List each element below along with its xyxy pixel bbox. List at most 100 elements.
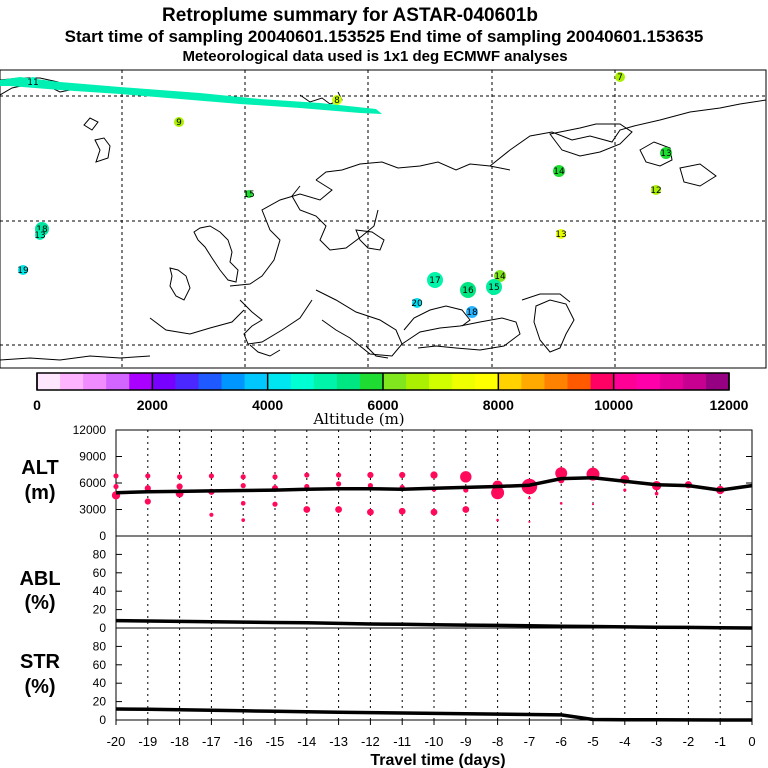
map-point-marker bbox=[332, 95, 342, 105]
map-point-label: 18 bbox=[466, 308, 478, 318]
colorbar-tick-label: 0 bbox=[33, 397, 41, 413]
colorbar-swatch bbox=[60, 373, 84, 390]
alt-cluster-circle bbox=[399, 471, 406, 479]
map-gridlines bbox=[0, 70, 766, 368]
alt-cluster-circle bbox=[208, 473, 214, 479]
colorbar-swatch bbox=[244, 373, 269, 390]
alt-cluster-circle bbox=[528, 496, 531, 500]
alt-cluster-circle bbox=[496, 518, 499, 522]
alt-cluster-circle bbox=[623, 488, 627, 492]
xtick-label: -15 bbox=[266, 734, 285, 749]
alt-cluster-circle bbox=[241, 518, 246, 522]
alt-cluster-circle bbox=[272, 474, 278, 480]
xtick-label: -11 bbox=[393, 734, 411, 749]
colorbar-swatch bbox=[383, 373, 407, 390]
colorbar-swatch bbox=[705, 373, 730, 390]
alt-cluster-circle bbox=[144, 485, 151, 492]
colorbar-swatch bbox=[290, 373, 315, 390]
map-point-label: 14 bbox=[494, 272, 506, 282]
alt-cluster-circle bbox=[430, 508, 438, 516]
xtick-label: -18 bbox=[170, 734, 189, 749]
colorbar-tick-label: 2000 bbox=[137, 397, 168, 413]
colorbar-swatch bbox=[359, 373, 384, 390]
colorbar-swatch bbox=[37, 373, 61, 390]
colorbar-label: Altitude (m) bbox=[312, 410, 404, 428]
colorbar-swatch bbox=[475, 373, 499, 390]
colorbar-swatch bbox=[590, 373, 615, 390]
map-point-label: 20 bbox=[411, 299, 423, 309]
colorbar-swatch bbox=[521, 373, 545, 390]
str-ytick-label: 60 bbox=[93, 658, 107, 672]
colorbar: 0 2000 4000 6000 8000 10000 12000 Altitude (m) bbox=[33, 372, 749, 428]
xtick-label: 0 bbox=[748, 734, 755, 749]
abl-series-line bbox=[115, 618, 753, 630]
map-point-marker bbox=[494, 270, 506, 282]
abl-ytick-label: 0 bbox=[99, 621, 106, 635]
map-point-label: 15 bbox=[488, 283, 499, 293]
xtick-label: -13 bbox=[329, 734, 348, 749]
colorbar-swatch bbox=[198, 373, 223, 390]
xtick-label: -9 bbox=[460, 734, 472, 749]
alt-cluster-circle bbox=[240, 483, 246, 489]
colorbar-swatch bbox=[106, 373, 130, 390]
alt-cluster-circle bbox=[491, 486, 505, 500]
map-point-marker bbox=[28, 77, 38, 87]
alt-cluster-circle bbox=[367, 471, 374, 479]
map-point-marker bbox=[460, 282, 476, 298]
map-point-marker bbox=[553, 165, 565, 177]
alt-cluster-circle bbox=[144, 498, 151, 505]
xtick-label: -19 bbox=[138, 734, 157, 749]
map-point-label: 17 bbox=[429, 276, 440, 286]
colorbar-swatch bbox=[498, 373, 522, 390]
colorbar-tick-label: 10000 bbox=[594, 397, 633, 413]
str-series-line bbox=[115, 707, 752, 722]
map-point-marker bbox=[245, 190, 253, 198]
chart-title: Retroplume summary for ASTAR-040601b bbox=[162, 5, 538, 26]
abl-ytick-label: 40 bbox=[93, 584, 107, 598]
map-point-label: 12 bbox=[650, 186, 661, 196]
alt-cluster-circle bbox=[398, 507, 406, 515]
alt-cluster-circle bbox=[303, 506, 311, 513]
xtick-label: -1 bbox=[714, 734, 726, 749]
map-frame bbox=[0, 69, 767, 369]
plume-trajectory-streak bbox=[0, 77, 382, 114]
alt-panel-unit: (m) bbox=[24, 482, 55, 504]
map-point-marker bbox=[660, 147, 672, 159]
str-panel-unit: (%) bbox=[24, 676, 55, 698]
alt-cluster-circle bbox=[336, 472, 342, 478]
colorbar-swatch bbox=[129, 373, 153, 390]
colorbar-swatch bbox=[659, 373, 684, 390]
alt-cluster-circle bbox=[367, 508, 374, 516]
map-point-label: 9 bbox=[176, 118, 182, 128]
map-point-marker bbox=[412, 298, 422, 308]
alt-cluster-circle bbox=[209, 512, 214, 517]
colorbar-swatch bbox=[313, 373, 338, 390]
alt-clusters bbox=[111, 467, 725, 523]
map-point-marker bbox=[18, 265, 28, 275]
alt-cluster-circle bbox=[367, 483, 373, 489]
xtick-label: -4 bbox=[619, 734, 631, 749]
xtick-label: -12 bbox=[361, 734, 380, 749]
colorbar-swatch bbox=[636, 373, 661, 390]
alt-cluster-circle bbox=[528, 520, 531, 523]
colorbar-tick-label: 4000 bbox=[252, 397, 283, 413]
abl-ytick-label: 20 bbox=[93, 603, 107, 617]
abl-ytick-label: 80 bbox=[93, 547, 107, 561]
colorbar-swatch bbox=[613, 373, 638, 390]
abl-panel-label: ABL bbox=[19, 568, 60, 590]
map-point-label: 8 bbox=[334, 96, 340, 106]
colorbar-swatch bbox=[544, 373, 569, 390]
map-point-label: 14 bbox=[553, 167, 565, 177]
map-point-marker bbox=[427, 272, 443, 288]
str-panel-label: STR bbox=[20, 651, 61, 673]
map-point-label: 13 bbox=[555, 230, 566, 240]
colorbar-swatch bbox=[406, 373, 430, 390]
map-point-label: 18 bbox=[36, 225, 48, 235]
map-point-label: 19 bbox=[17, 266, 29, 276]
alt-cluster-circle bbox=[145, 473, 151, 479]
colorbar-swatch bbox=[152, 373, 176, 390]
alt-cluster-circle bbox=[591, 503, 595, 506]
xtick-label: -5 bbox=[587, 734, 599, 749]
